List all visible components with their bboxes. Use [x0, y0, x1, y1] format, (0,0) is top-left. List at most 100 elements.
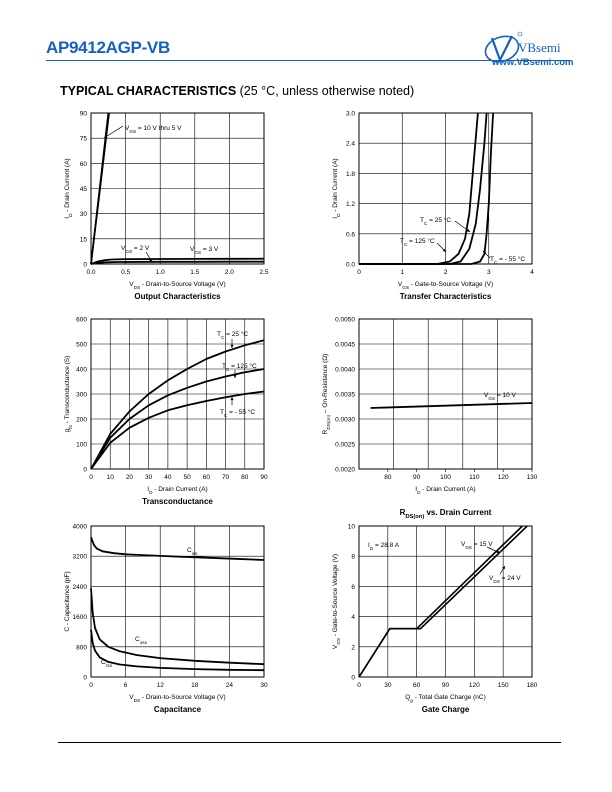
capacitance-x-tick-label: 24: [226, 682, 234, 689]
rdson-y-tick-label: 0.0050: [335, 317, 355, 324]
transconductance-plot-frame: [90, 318, 265, 470]
transconductance-x-tick-label: 20: [126, 474, 134, 481]
gatecharge-x-tick-label: 150: [498, 682, 509, 689]
rdson-y-tick-label: 0.0025: [335, 442, 355, 449]
transconductance-x-axis-label: ID - Drain Current (A): [147, 486, 207, 495]
output-x-axis-label: VDS - Drain-to-Source Voltage (V): [129, 281, 225, 290]
capacitance-series-ciss: [90, 536, 265, 561]
output-series-vgs-2-v: [90, 260, 264, 265]
output-series-vgs-3-v: [90, 257, 265, 265]
rdson-x-axis-label: ID - Drain Current (A): [415, 486, 475, 495]
transconductance-x-tick-label: 30: [145, 474, 153, 481]
capacitance-annotation-1: Ciss: [187, 547, 198, 556]
transfer-y-tick-label: 1.2: [346, 201, 355, 208]
gatecharge-y-tick-label: 8: [351, 554, 355, 561]
gatecharge-x-tick-label: 90: [442, 682, 450, 689]
transconductance-x-tick-label: 10: [107, 474, 115, 481]
transconductance-annotation-3: TC = - 55 °C: [220, 408, 255, 418]
gatecharge-series-vds-24-v: [358, 525, 528, 678]
capacitance-x-tick-label: 12: [157, 682, 165, 689]
rdson-y-tick-label: 0.0020: [335, 467, 355, 474]
transconductance-x-tick-label: 60: [203, 474, 211, 481]
gatecharge-y-tick-label: 10: [348, 524, 356, 531]
transfer-y-axis-label: ID - Drain Current (A): [332, 158, 341, 218]
gatecharge-y-tick-label: 4: [351, 614, 355, 621]
gatecharge-annotation-arrowhead: [502, 566, 505, 570]
capacitance-chart-title: Capacitance: [154, 705, 202, 714]
rdson-y-tick-label: 0.0035: [335, 392, 355, 399]
brand-name: VBsemi: [518, 40, 561, 55]
rdson-y-tick-label: 0.0030: [335, 417, 355, 424]
transconductance-annotation-arrowhead: [233, 374, 237, 378]
rdson-y-tick-label: 0.0045: [335, 342, 355, 349]
output-y-tick-label: 15: [80, 236, 88, 243]
capacitance-annotation-2: Coss: [135, 636, 148, 645]
output-x-tick-label: 0.0: [86, 269, 95, 276]
transconductance-x-tick-label: 90: [260, 474, 268, 481]
transfer-x-tick-label: 1: [400, 269, 404, 276]
transfer-annotation-2: TC = 125 °C: [400, 237, 435, 247]
section-title-note: (25 °C, unless otherwise noted): [236, 84, 415, 98]
capacitance-x-tick-label: 6: [124, 682, 128, 689]
transconductance-series-tc-55-c: [90, 390, 265, 470]
transconductance-chart-title: Transconductance: [142, 497, 213, 506]
transfer-annotation-arrowhead: [442, 248, 446, 252]
output-y-tick-label: 60: [80, 161, 88, 168]
rdson-annotation-1: VGS = 10 V: [484, 392, 517, 401]
output-y-tick-label: 75: [80, 136, 88, 143]
output-series-vgs-10-v-thru-5-v: [90, 112, 110, 265]
capacitance-series-coss: [90, 588, 265, 666]
gatecharge-annotation-1: ID = 28.8 A: [368, 542, 400, 551]
gatecharge-plot-frame: [358, 525, 533, 678]
capacitance-x-tick-label: 30: [260, 682, 268, 689]
gatecharge-x-axis-label: Qg - Total Gate Charge (nC): [405, 694, 486, 703]
transconductance-annotation-arrowhead: [230, 344, 234, 348]
output-annotation-arrowhead: [104, 135, 108, 138]
transconductance-y-tick-label: 0: [83, 467, 87, 474]
gatecharge-y-tick-label: 2: [351, 644, 355, 651]
brand-url[interactable]: www.VBsemi.com: [492, 57, 574, 68]
transfer-series-tc-55-c: [359, 112, 494, 265]
transconductance-x-tick-label: 50: [183, 474, 191, 481]
output-annotation-1: VGS = 10 V thru 5 V: [125, 125, 182, 134]
footer-divider: [58, 742, 561, 743]
capacitance-y-tick-label: 1600: [73, 614, 88, 621]
output-annotation-2: VGS = 2 V: [121, 245, 150, 254]
capacitance-y-tick-label: 0: [83, 675, 87, 682]
capacitance-x-tick-label: 18: [191, 682, 199, 689]
section-title-bold: TYPICAL CHARACTERISTICS: [60, 84, 237, 98]
rdson-x-tick-label: 100: [440, 474, 451, 481]
rdson-x-tick-label: 130: [527, 474, 538, 481]
transfer-annotation-3: TC = - 55 °C: [490, 255, 525, 265]
transconductance-x-tick-label: 70: [222, 474, 230, 481]
gatecharge-x-tick-label: 120: [469, 682, 480, 689]
transconductance-y-axis-label: gfs - Transconductance (S): [64, 356, 73, 433]
transfer-chart-title: Transfer Characteristics: [400, 292, 492, 301]
rdson-series-vgs-10-v: [370, 402, 533, 409]
transconductance-x-tick-label: 80: [241, 474, 249, 481]
transconductance-y-tick-label: 200: [76, 417, 87, 424]
capacitance-y-axis-label: C - Capacitance (pF): [64, 571, 71, 631]
gatecharge-chart-title: Gate Charge: [422, 705, 470, 714]
rdson-y-tick-label: 0.0040: [335, 367, 355, 374]
transfer-annotation-arrowhead: [466, 228, 470, 232]
output-y-tick-label: 30: [80, 211, 88, 218]
output-annotation-arrow: [103, 125, 124, 139]
transconductance-x-tick-label: 0: [89, 474, 93, 481]
rdson-x-tick-label: 90: [413, 474, 421, 481]
transconductance-series-tc-25-c: [90, 339, 265, 470]
output-y-tick-label: 90: [80, 111, 88, 118]
output-y-tick-label: 0: [83, 262, 87, 269]
transconductance-y-tick-label: 600: [76, 317, 87, 324]
transfer-annotation-arrowhead: [483, 251, 487, 255]
output-annotation-arrowhead: [149, 258, 152, 262]
transfer-annotation-1: TC = 25 °C: [420, 216, 451, 226]
capacitance-annotation-3: Crss: [101, 659, 113, 668]
output-x-tick-label: 1.0: [156, 269, 165, 276]
capacitance-x-axis-label: VDS - Drain-to-Source Voltage (V): [129, 694, 225, 703]
transfer-y-tick-label: 2.4: [346, 141, 355, 148]
gatecharge-x-tick-label: 180: [527, 682, 538, 689]
capacitance-y-tick-label: 4000: [73, 524, 88, 531]
capacitance-y-tick-label: 2400: [73, 584, 88, 591]
transconductance-y-tick-label: 500: [76, 342, 87, 349]
